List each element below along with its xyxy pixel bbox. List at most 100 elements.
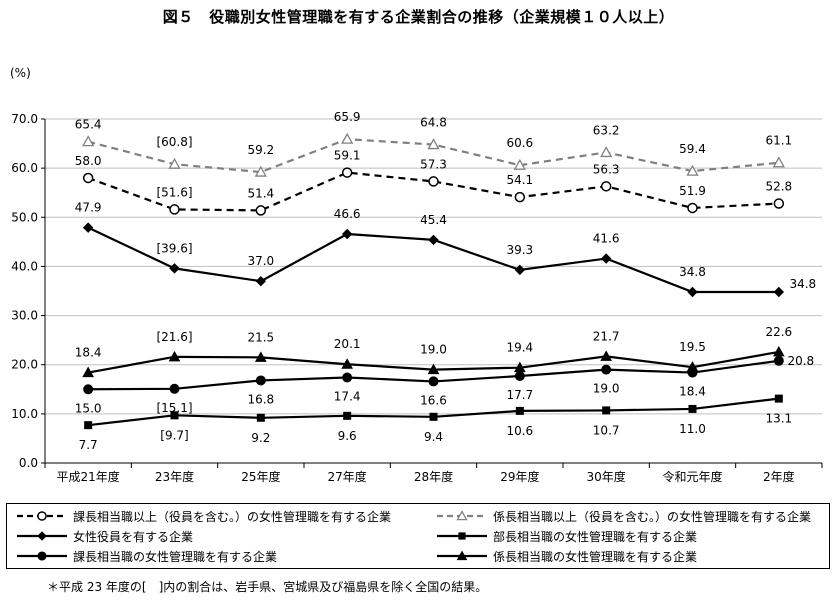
y-tick-label: 60.0 bbox=[11, 161, 38, 175]
data-label: 52.8 bbox=[765, 180, 792, 194]
data-point bbox=[429, 412, 438, 421]
legend-swatch bbox=[437, 510, 487, 521]
data-point bbox=[170, 411, 179, 420]
data-label: 51.4 bbox=[247, 186, 274, 200]
data-point bbox=[427, 363, 440, 375]
data-label: 65.9 bbox=[334, 110, 361, 124]
data-label: 18.4 bbox=[679, 385, 706, 399]
data-point bbox=[343, 411, 352, 420]
legend-swatch bbox=[17, 531, 67, 541]
data-label: 56.3 bbox=[593, 162, 620, 176]
data-label: [21.6] bbox=[156, 330, 192, 344]
data-point bbox=[342, 372, 353, 383]
data-label: 19.4 bbox=[506, 341, 533, 355]
data-label: 17.7 bbox=[506, 388, 533, 402]
y-tick-label: 10.0 bbox=[11, 407, 38, 421]
data-label: 46.6 bbox=[334, 207, 361, 221]
x-tick-label: 令和元年度 bbox=[662, 469, 722, 484]
legend-label: 課長相当職以上（役員を含む。）の女性管理職を有する企業 bbox=[73, 509, 392, 524]
data-label: 15.0 bbox=[75, 401, 102, 415]
data-label: 34.8 bbox=[679, 265, 706, 279]
data-point bbox=[83, 384, 94, 395]
data-point bbox=[514, 264, 526, 276]
data-point bbox=[515, 406, 524, 415]
data-point bbox=[772, 345, 785, 357]
data-label: 51.9 bbox=[679, 184, 706, 198]
data-point bbox=[456, 510, 468, 521]
data-label: 9.2 bbox=[251, 431, 270, 445]
data-point bbox=[84, 421, 93, 430]
data-point bbox=[168, 350, 181, 362]
x-tick-label: 30年度 bbox=[587, 469, 626, 484]
data-label: [39.6] bbox=[156, 241, 192, 255]
legend-swatch bbox=[437, 532, 487, 540]
legend-item: 女性役員を有する企業 bbox=[15, 526, 193, 546]
data-point bbox=[37, 511, 47, 521]
data-label: 59.2 bbox=[247, 143, 274, 157]
data-label: 63.2 bbox=[593, 123, 620, 137]
x-tick-label: 27年度 bbox=[328, 469, 367, 484]
data-point bbox=[255, 375, 266, 386]
data-point bbox=[686, 361, 699, 372]
data-label: [51.6] bbox=[156, 185, 192, 199]
data-point bbox=[82, 222, 94, 233]
legend-label: 課長相当職の女性管理職を有する企業 bbox=[73, 549, 278, 564]
data-label: [9.7] bbox=[160, 428, 188, 442]
y-tick-label: 0.0 bbox=[19, 456, 38, 470]
data-point bbox=[688, 404, 697, 413]
data-label: 22.6 bbox=[765, 325, 792, 339]
data-label: 59.4 bbox=[679, 142, 706, 156]
data-label: 19.5 bbox=[679, 340, 706, 354]
data-label: 20.8 bbox=[787, 354, 814, 368]
data-point bbox=[427, 138, 440, 150]
legend-swatch bbox=[17, 511, 67, 521]
data-label: 39.3 bbox=[506, 243, 533, 257]
x-tick-label: 29年度 bbox=[500, 469, 539, 484]
legend-item: 課長相当職以上（役員を含む。）の女性管理職を有する企業 bbox=[15, 506, 391, 526]
legend-item: 係長相当職以上（役員を含む。）の女性管理職を有する企業 bbox=[435, 506, 811, 526]
data-point bbox=[254, 351, 267, 362]
data-point bbox=[37, 551, 47, 561]
data-point bbox=[341, 358, 354, 369]
data-label: 59.1 bbox=[334, 149, 361, 163]
legend-swatch bbox=[17, 551, 67, 561]
y-unit-label: (%) bbox=[10, 66, 31, 80]
data-point bbox=[600, 253, 612, 264]
data-label: 21.5 bbox=[247, 330, 274, 344]
legend-swatch bbox=[437, 550, 487, 561]
data-point bbox=[82, 135, 95, 147]
data-point bbox=[773, 198, 785, 209]
data-label: 18.4 bbox=[75, 346, 102, 360]
y-tick-label: 70.0 bbox=[11, 112, 38, 126]
data-point bbox=[514, 191, 526, 203]
data-label: 10.6 bbox=[506, 424, 533, 438]
data-point bbox=[773, 355, 784, 366]
legend-item: 課長相当職の女性管理職を有する企業 bbox=[15, 546, 277, 566]
data-point bbox=[168, 157, 181, 169]
y-tick-label: 50.0 bbox=[11, 210, 38, 224]
data-point bbox=[341, 167, 353, 178]
legend-label: 係長相当職以上（役員を含む。）の女性管理職を有する企業 bbox=[493, 509, 812, 524]
data-point bbox=[602, 406, 611, 415]
data-label: 54.1 bbox=[506, 173, 533, 187]
data-point bbox=[687, 286, 698, 298]
data-point bbox=[428, 176, 439, 187]
data-label: 64.8 bbox=[420, 116, 447, 130]
data-point bbox=[255, 275, 267, 287]
data-label: 34.8 bbox=[789, 277, 816, 291]
data-point bbox=[428, 234, 439, 246]
y-tick-label: 20.0 bbox=[11, 358, 38, 372]
data-label: 45.4 bbox=[420, 213, 447, 227]
data-point bbox=[169, 383, 180, 394]
data-label: 57.3 bbox=[420, 157, 447, 171]
data-label: [60.8] bbox=[156, 135, 192, 149]
data-point bbox=[601, 364, 612, 375]
data-point bbox=[255, 205, 267, 216]
data-point bbox=[341, 228, 353, 240]
data-point bbox=[774, 394, 783, 403]
data-point bbox=[428, 376, 439, 387]
data-point bbox=[514, 371, 525, 382]
data-label: [15.1] bbox=[156, 401, 192, 415]
series-line bbox=[87, 171, 779, 212]
footnote: ＊平成 23 年度の[ ]内の割合は、岩手県、宮城県及び福島県を除く全国の結果。 bbox=[47, 580, 488, 594]
